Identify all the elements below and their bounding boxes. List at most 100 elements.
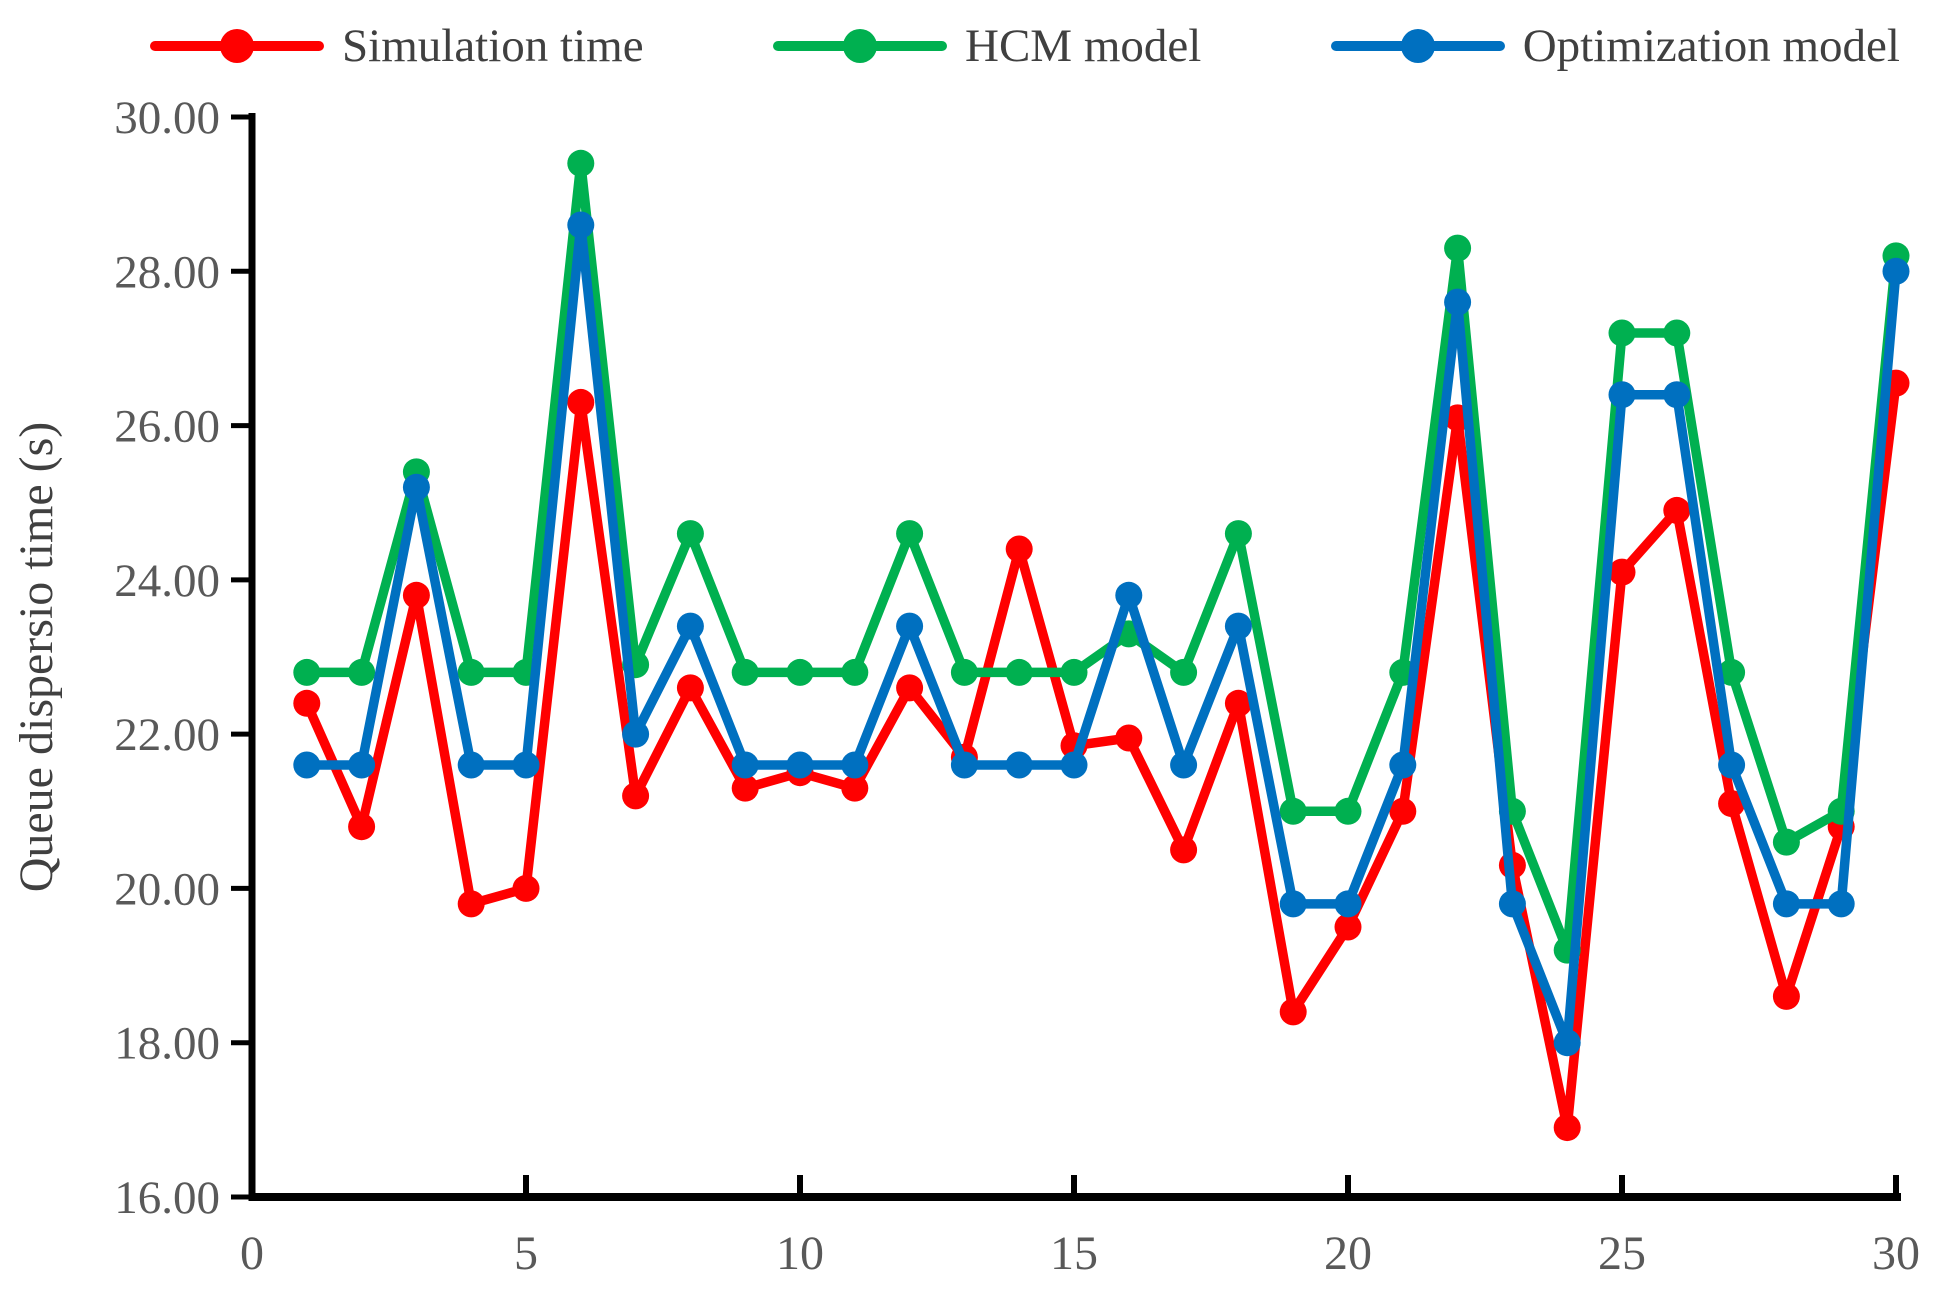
x-axis-tick-label: 25 <box>1598 1227 1646 1280</box>
legend-label: Optimization model <box>1522 20 1900 72</box>
series-line-0 <box>302 378 1901 1133</box>
y-axis-tick-label: 26.00 <box>114 401 220 453</box>
data-point-marker <box>950 751 978 779</box>
data-point-marker <box>402 473 430 501</box>
data-point-marker <box>676 612 704 640</box>
x-axis-tick-label: 15 <box>1050 1227 1098 1280</box>
data-point-marker <box>1170 836 1198 864</box>
data-point-marker <box>1224 520 1252 548</box>
legend-dot-icon <box>843 29 877 63</box>
data-point-marker <box>567 149 595 177</box>
data-point-marker <box>567 388 595 416</box>
chart-legend: Simulation time HCM model Optimization m… <box>150 14 1900 78</box>
data-point-marker <box>1718 790 1746 818</box>
data-point-marker <box>457 890 485 918</box>
data-point-marker <box>1389 751 1417 779</box>
data-point-marker <box>1663 381 1691 409</box>
data-point-marker <box>1827 890 1855 918</box>
data-point-marker <box>1772 982 1800 1010</box>
data-point-marker <box>676 674 704 702</box>
legend-dot-icon <box>220 29 254 63</box>
data-point-marker <box>731 658 759 686</box>
y-axis-tick-label: 16.00 <box>114 1172 220 1224</box>
data-point-marker <box>293 689 321 717</box>
data-point-marker <box>841 658 869 686</box>
data-point-marker <box>1005 751 1033 779</box>
series-line-2 <box>302 220 1901 1048</box>
data-point-marker <box>1772 828 1800 856</box>
data-point-marker <box>1608 558 1636 586</box>
data-point-marker <box>1663 319 1691 347</box>
legend-marker-optimization-model <box>1330 29 1505 63</box>
data-point-marker <box>622 720 650 748</box>
data-point-marker <box>731 751 759 779</box>
data-point-marker <box>1772 890 1800 918</box>
y-axis-tick-label: 28.00 <box>114 246 220 298</box>
x-axis-tick-label: 5 <box>514 1227 538 1280</box>
data-point-marker <box>896 520 924 548</box>
data-point-marker <box>457 751 485 779</box>
legend-dot-icon <box>1400 29 1435 63</box>
x-axis-tick-label: 30 <box>1872 1227 1920 1280</box>
y-axis-tick-label: 24.00 <box>114 555 220 607</box>
data-point-marker <box>348 658 376 686</box>
data-point-marker <box>1279 797 1307 825</box>
data-point-marker <box>676 520 704 548</box>
x-axis-tick-label: 0 <box>240 1227 264 1280</box>
data-point-marker <box>1005 658 1033 686</box>
legend-marker-hcm-model <box>773 29 947 63</box>
data-point-marker <box>1060 658 1088 686</box>
data-point-marker <box>1608 381 1636 409</box>
data-point-marker <box>622 782 650 810</box>
data-point-marker <box>841 751 869 779</box>
data-point-marker <box>402 581 430 609</box>
y-axis-tick-label: 20.00 <box>114 863 220 915</box>
data-point-marker <box>786 751 814 779</box>
data-point-marker <box>1553 1114 1581 1142</box>
data-point-marker <box>1553 1029 1581 1057</box>
legend-item-hcm-model: HCM model <box>773 19 1201 73</box>
data-point-marker <box>950 658 978 686</box>
data-point-marker <box>841 774 869 802</box>
y-axis-title: Queue dispersio time (s) <box>10 422 63 893</box>
data-point-marker <box>1060 751 1088 779</box>
data-point-marker <box>1224 612 1252 640</box>
data-point-marker <box>457 658 485 686</box>
data-point-marker <box>1334 797 1362 825</box>
legend-item-optimization-model: Optimization model <box>1330 19 1900 73</box>
data-point-marker <box>348 751 376 779</box>
legend-item-simulation-time: Simulation time <box>150 19 644 73</box>
data-point-marker <box>1718 751 1746 779</box>
data-point-marker <box>1115 581 1143 609</box>
x-axis-tick-label: 10 <box>776 1227 824 1280</box>
data-point-marker <box>1170 658 1198 686</box>
data-point-marker <box>567 211 595 239</box>
data-point-marker <box>896 612 924 640</box>
data-point-marker <box>512 751 540 779</box>
data-point-marker <box>1444 234 1472 262</box>
data-point-marker <box>293 658 321 686</box>
data-point-marker <box>512 874 540 902</box>
data-point-marker <box>1334 913 1362 941</box>
data-point-marker <box>348 813 376 841</box>
data-point-marker <box>1718 658 1746 686</box>
y-axis-tick-label: 18.00 <box>114 1018 220 1070</box>
data-point-marker <box>1498 890 1526 918</box>
data-point-marker <box>1663 496 1691 524</box>
data-point-marker <box>1444 288 1472 316</box>
data-point-marker <box>731 774 759 802</box>
data-point-marker <box>1170 751 1198 779</box>
data-point-marker <box>1279 998 1307 1026</box>
data-point-marker <box>1115 724 1143 752</box>
legend-marker-simulation-time <box>150 29 324 63</box>
data-point-marker <box>1389 797 1417 825</box>
data-point-marker <box>1279 890 1307 918</box>
y-axis-tick-label: 22.00 <box>114 709 220 761</box>
data-point-marker <box>1005 535 1033 563</box>
legend-label: HCM model <box>965 20 1202 72</box>
y-axis-tick-label: 30.00 <box>114 92 220 144</box>
data-point-marker <box>896 674 924 702</box>
data-point-marker <box>293 751 321 779</box>
